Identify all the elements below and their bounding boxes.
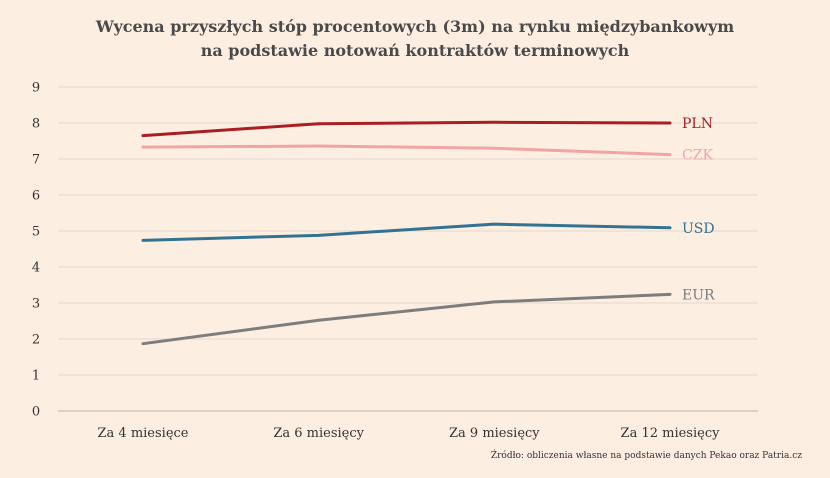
chart-title-line-2: na podstawie notowań kontraktów terminow…	[201, 41, 630, 60]
y-tick-label: 6	[32, 189, 40, 204]
series-labels: PLN CZK USD EUR	[682, 116, 715, 303]
y-tick-label: 4	[32, 261, 40, 276]
x-tick-label: Za 9 miesięcy	[449, 426, 540, 441]
x-tick-label: Za 6 miesięcy	[273, 426, 364, 441]
series-line-usd	[141, 222, 672, 242]
series-line-czk	[141, 144, 672, 157]
y-tick-label: 7	[32, 153, 40, 168]
chart-title-line-1: Wycena przyszłych stóp procentowych (3m)…	[95, 17, 734, 36]
x-tick-label: Za 12 miesięcy	[621, 426, 721, 441]
x-tick-label: Za 4 miesięce	[98, 426, 189, 441]
series-label-czk: CZK	[682, 148, 713, 164]
series-line-eur	[141, 292, 672, 346]
series-line-pln	[141, 120, 672, 138]
series-lines	[141, 120, 672, 346]
y-tick-label: 5	[32, 225, 40, 240]
y-tick-label: 0	[32, 405, 40, 420]
series-label-usd: USD	[682, 221, 715, 237]
y-tick-label: 3	[32, 297, 40, 312]
series-label-eur: EUR	[682, 287, 715, 303]
y-tick-label: 8	[32, 117, 40, 132]
x-axis-ticks: Za 4 miesięce Za 6 miesięcy Za 9 miesięcy Z…	[98, 426, 721, 441]
source-note: Źródło: obliczenia własne na podstawie d…	[491, 449, 802, 461]
y-tick-label: 1	[32, 369, 40, 384]
y-axis-ticks: 0 1 2 3 4 5 6 7 8 9	[32, 81, 40, 420]
y-tick-label: 2	[32, 333, 40, 348]
series-label-pln: PLN	[682, 116, 713, 132]
y-tick-label: 9	[32, 81, 40, 96]
